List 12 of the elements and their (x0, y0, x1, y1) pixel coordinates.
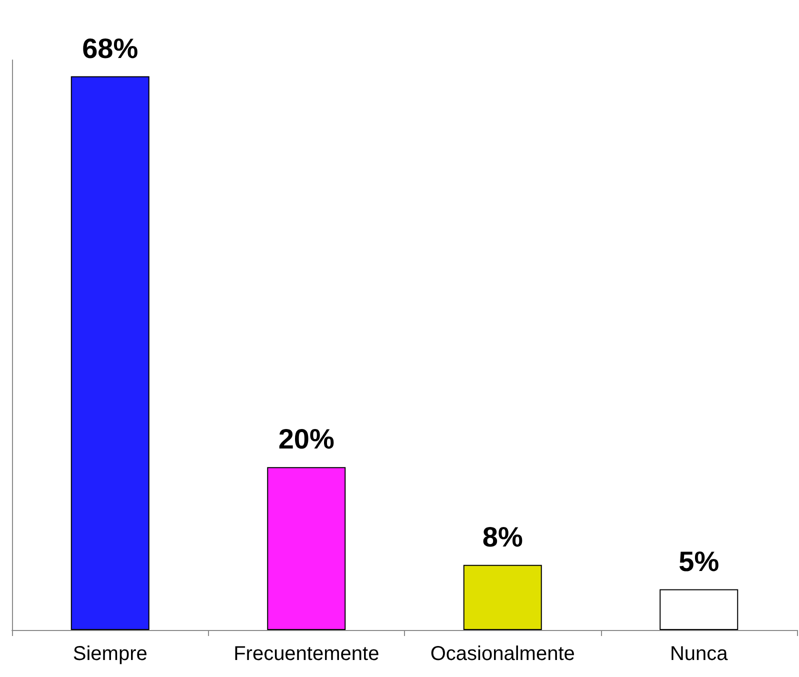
bar (660, 589, 738, 630)
bar (70, 76, 150, 630)
x-tick-label: Frecuentemente (234, 643, 380, 665)
data-label: 8% (482, 521, 523, 552)
bar (267, 467, 346, 630)
x-tick-label: Nunca (670, 643, 729, 665)
data-label: 20% (278, 424, 334, 455)
bar (463, 564, 542, 630)
x-tick-label: Ocasionalmente (430, 643, 575, 665)
x-tick-label: Siempre (72, 643, 148, 665)
data-label: 5% (678, 546, 720, 577)
data-label: 68% (82, 32, 138, 64)
